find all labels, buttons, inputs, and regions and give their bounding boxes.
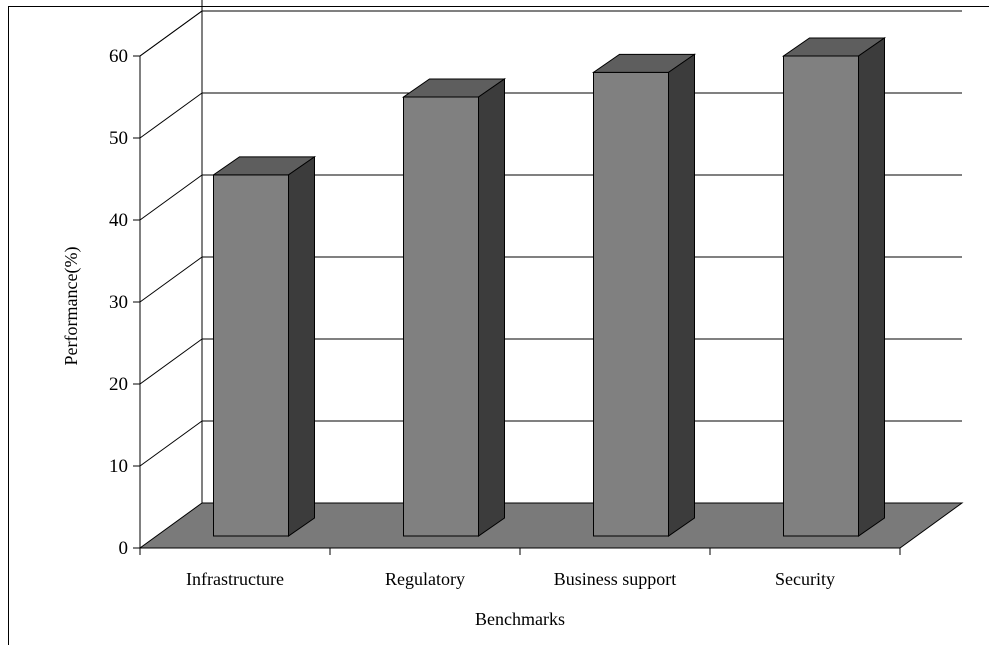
y-tick-labels: 0 10 20 30 40 50 60 (109, 46, 128, 559)
gridline-diagonal (139, 92, 203, 139)
axes (133, 55, 901, 555)
gridline-diagonal (139, 256, 203, 303)
bar-front (593, 71, 669, 537)
x-axis-title: Benchmarks (475, 609, 565, 629)
bar-side (858, 37, 885, 537)
gridline-diagonal (139, 174, 203, 221)
bars (211, 37, 887, 537)
bar (591, 53, 697, 537)
bar-front (783, 55, 859, 537)
y-tick-label: 50 (109, 128, 128, 149)
bar-side (478, 78, 505, 537)
x-tick-label: Infrastructure (186, 569, 284, 589)
chart-frame (8, 6, 989, 645)
bar-side (288, 155, 315, 537)
bar (781, 37, 887, 537)
x-tick-label: Regulatory (385, 569, 465, 589)
y-tick-label: 30 (109, 292, 128, 313)
gridline-diagonal (139, 420, 203, 467)
bar (401, 78, 507, 537)
x-tick-label: Security (775, 569, 835, 589)
bar (211, 155, 317, 537)
y-tick-label: 20 (109, 374, 128, 395)
x-tick-labels: Infrastructure Regulatory Business support… (186, 569, 835, 589)
y-tick-label: 10 (109, 456, 128, 477)
y-tick-label: 0 (119, 538, 129, 559)
x-tick-label: Business support (554, 569, 677, 589)
bar-front (403, 96, 479, 537)
bar-side (668, 53, 695, 537)
gridline-diagonal (139, 10, 203, 57)
y-tick-label: 60 (109, 46, 128, 67)
bar-front (213, 174, 289, 537)
y-tick-label: 40 (109, 210, 128, 231)
gridline-diagonal (139, 338, 203, 385)
y-axis-title: Performance(%) (61, 247, 82, 366)
